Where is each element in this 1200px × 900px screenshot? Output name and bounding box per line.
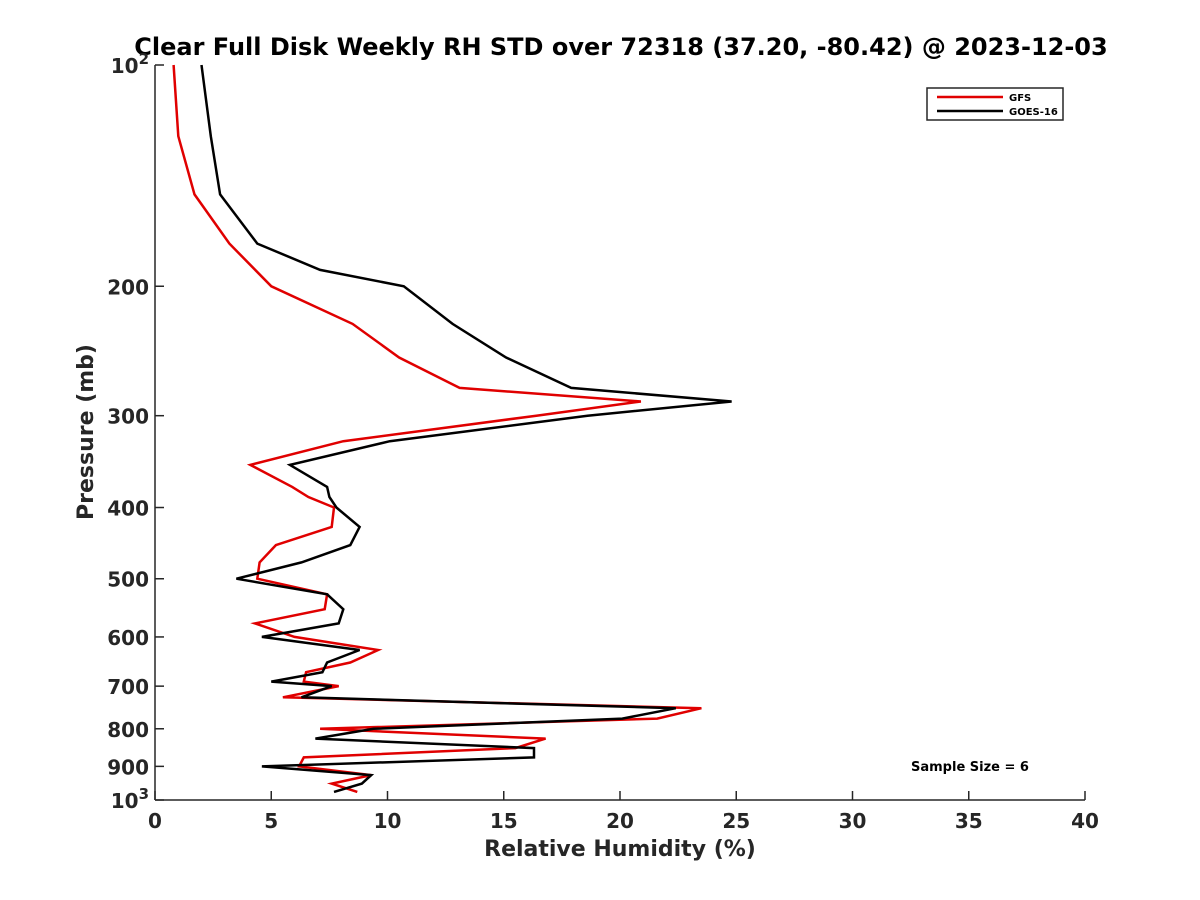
y-tick-label: 900 (107, 755, 149, 779)
x-tick-label: 15 (490, 809, 518, 833)
plot-area (155, 65, 1085, 800)
series-layer (172, 64, 732, 794)
x-tick-label: 30 (839, 809, 867, 833)
x-tick-label: 5 (264, 809, 278, 833)
series-line-goes-16 (200, 64, 732, 794)
x-tick-label: 0 (148, 809, 162, 833)
legend-box (926, 87, 1064, 121)
y-tick-label: 300 (107, 405, 149, 429)
y-tick-label: 200 (107, 275, 149, 299)
y-ticks: 102 200 300 400 500 600 700 800 900 103 (107, 50, 164, 813)
x-tick-label: 35 (955, 809, 983, 833)
chart-title: Clear Full Disk Weekly RH STD over 72318… (134, 33, 1107, 61)
x-ticks: 0 5 10 15 20 25 30 35 40 (148, 791, 1099, 833)
legend: GFS GOES-16 (926, 87, 1064, 121)
y-tick-label: 700 (107, 675, 149, 699)
y-tick-label: 103 (111, 785, 149, 813)
y-axis-label: Pressure (mb) (74, 344, 99, 520)
sample-size-annotation: Sample Size = 6 (911, 760, 1029, 775)
x-tick-label: 20 (606, 809, 634, 833)
x-axis-label: Relative Humidity (%) (484, 837, 756, 862)
y-tick-label: 102 (111, 50, 149, 78)
y-tick-label: 800 (107, 718, 149, 742)
x-tick-label: 25 (722, 809, 750, 833)
legend-label: GFS (1009, 93, 1031, 104)
legend-label: GOES-16 (1009, 107, 1058, 118)
y-tick-label: 400 (107, 497, 149, 521)
y-tick-label: 500 (107, 568, 149, 592)
x-tick-label: 10 (374, 809, 402, 833)
y-tick-label: 600 (107, 626, 149, 650)
x-tick-label: 40 (1071, 809, 1099, 833)
